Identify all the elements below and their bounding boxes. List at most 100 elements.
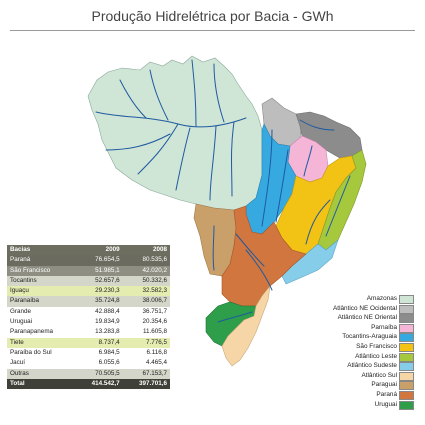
legend-swatch bbox=[399, 371, 414, 381]
basin-name-cell: Paraná bbox=[10, 256, 31, 264]
title-divider bbox=[10, 30, 415, 31]
value-2008-cell: 32.582,3 bbox=[142, 287, 167, 295]
production-table: Bacias 2009 2008 Paraná 76.654,5 80.535,6 S… bbox=[7, 245, 170, 390]
value-2009-cell: 52.657,6 bbox=[95, 276, 120, 284]
legend-item: Atlântico NE Ocidental bbox=[296, 304, 414, 314]
value-2009-cell: 19.834,9 bbox=[95, 318, 120, 326]
legend-swatch bbox=[399, 295, 414, 304]
value-2009-cell: 70.505,5 bbox=[95, 369, 120, 377]
basin-name-cell: Paranaíba bbox=[10, 297, 40, 305]
legend-item: Parnaíba bbox=[296, 323, 414, 333]
legend-label: Parnaíba bbox=[371, 323, 397, 331]
map-title: Produção Hidrelétrica por Bacia - GWh bbox=[91, 8, 334, 24]
legend-label: São Francisco bbox=[356, 342, 397, 350]
legend-item: Tocantins-Araguaia bbox=[296, 332, 414, 343]
legend-item: Paraná bbox=[296, 390, 414, 400]
legend-swatch bbox=[399, 362, 414, 372]
total-2009: 414.542,7 bbox=[75, 378, 123, 390]
value-2008-cell: 50.332,6 bbox=[142, 276, 167, 284]
map-legend: Amazonas Atlântico NE Ocidental Atlântico … bbox=[296, 294, 414, 410]
value-2009-cell: 35.724,8 bbox=[95, 297, 120, 305]
value-2009-cell: 6.984,5 bbox=[98, 348, 120, 356]
legend-swatch bbox=[399, 400, 414, 410]
table-total-row: Total 414.542,7 397.701,6 bbox=[7, 378, 170, 390]
legend-item: Atlântico NE Oriental bbox=[296, 313, 414, 324]
legend-swatch bbox=[399, 333, 414, 343]
table-header-row: Bacias 2009 2008 bbox=[7, 245, 170, 256]
table-row: Tiete 8.737,4 7.776,5 bbox=[7, 337, 170, 348]
legend-label: Amazonas bbox=[366, 295, 397, 302]
table-row: Uruguai 19.834,9 20.354,6 bbox=[7, 317, 170, 328]
table-row: Outras 70.505,5 67.153,7 bbox=[7, 368, 170, 379]
legend-label: Atlântico NE Ocidental bbox=[333, 304, 397, 312]
legend-item: Atlântico Leste bbox=[296, 352, 414, 362]
legend-label: Paraná bbox=[376, 390, 397, 398]
value-2009-cell: 13.283,8 bbox=[95, 328, 120, 336]
table-row: Paraná 76.654,5 80.535,6 bbox=[7, 255, 170, 266]
value-2008-cell: 7.776,5 bbox=[145, 338, 167, 346]
legend-item: São Francisco bbox=[296, 342, 414, 352]
value-2008-cell: 4.465,4 bbox=[145, 359, 167, 367]
table-row: Tocantins 52.657,6 50.332,6 bbox=[7, 275, 170, 287]
basin-atl-sul bbox=[221, 284, 271, 367]
legend-item: Atlântico Sudeste bbox=[296, 361, 414, 372]
table-row: Grande 42.888,4 36.751,7 bbox=[7, 306, 170, 318]
value-2008-cell: 20.354,6 bbox=[142, 318, 167, 326]
col-header-bacias: Bacias bbox=[7, 245, 76, 256]
legend-label: Tocantins-Araguaia bbox=[342, 333, 397, 341]
value-2009-cell: 6.055,6 bbox=[98, 359, 120, 367]
basin-name-cell: Paraíba do Sul bbox=[10, 348, 52, 356]
value-2009-cell: 8.737,4 bbox=[98, 338, 120, 346]
value-2008-cell: 42.020,2 bbox=[142, 266, 167, 274]
legend-label: Atlântico NE Oriental bbox=[337, 314, 397, 322]
basin-name-cell: Paranapanema bbox=[10, 328, 54, 336]
value-2009-cell: 42.888,4 bbox=[95, 307, 120, 315]
col-header-2009: 2009 bbox=[75, 245, 123, 256]
basin-name-cell: Tiete bbox=[10, 338, 24, 346]
basin-name-cell: Jacuí bbox=[10, 359, 26, 367]
basin-name-cell: Uruguai bbox=[10, 318, 33, 326]
legend-label: Atlântico Leste bbox=[355, 352, 397, 360]
basin-name-cell: Tocantins bbox=[10, 276, 37, 284]
legend-label: Atlântico Sudeste bbox=[347, 362, 397, 370]
legend-item: Paraguai bbox=[296, 380, 414, 391]
value-2009-cell: 51.985,1 bbox=[95, 266, 120, 274]
legend-swatch bbox=[399, 304, 414, 314]
basin-name-cell: Iguaçu bbox=[10, 287, 29, 295]
value-2008-cell: 38.006,7 bbox=[142, 297, 167, 305]
legend-swatch bbox=[399, 323, 414, 333]
value-2009-cell: 76.654,5 bbox=[95, 256, 120, 264]
value-2008-cell: 67.153,7 bbox=[142, 369, 167, 377]
legend-swatch bbox=[399, 381, 414, 391]
legend-item: Amazonas bbox=[296, 294, 414, 304]
legend-swatch bbox=[399, 352, 414, 362]
table-row: Iguaçu 29.230,3 32.582,3 bbox=[7, 286, 170, 297]
value-2009-cell: 29.230,3 bbox=[95, 287, 120, 295]
total-2008: 397.701,6 bbox=[122, 378, 170, 390]
basin-amazonas bbox=[87, 55, 263, 211]
legend-swatch bbox=[399, 390, 414, 400]
legend-item: Uruguai bbox=[296, 400, 414, 410]
basin-name-cell: Outras bbox=[10, 369, 29, 377]
basin-name-cell: São Francisco bbox=[10, 266, 51, 274]
value-2008-cell: 6.116,8 bbox=[146, 348, 167, 356]
basin-name-cell: Grande bbox=[10, 307, 32, 315]
legend-label: Paraguai bbox=[371, 381, 397, 389]
legend-item: Atlântico Sul bbox=[296, 371, 414, 381]
value-2008-cell: 80.535,6 bbox=[142, 256, 167, 264]
legend-swatch bbox=[399, 314, 414, 324]
table-row: São Francisco 51.985,1 42.020,2 bbox=[7, 265, 170, 276]
table-row: Paranaíba 35.724,8 38.006,7 bbox=[7, 296, 170, 307]
table-row: Paraíba do Sul 6.984,5 6.116,8 bbox=[7, 347, 170, 359]
total-label: Total bbox=[7, 378, 76, 390]
table-row: Paranapanema 13.283,8 11.605,8 bbox=[7, 327, 170, 338]
col-header-2008: 2008 bbox=[122, 245, 170, 256]
value-2008-cell: 36.751,7 bbox=[142, 307, 167, 315]
legend-label: Uruguai bbox=[374, 400, 397, 408]
legend-swatch bbox=[399, 342, 414, 352]
value-2008-cell: 11.605,8 bbox=[142, 328, 167, 336]
legend-label: Atlântico Sul bbox=[361, 371, 397, 379]
basin-parana bbox=[221, 205, 307, 307]
rivers bbox=[95, 59, 351, 323]
